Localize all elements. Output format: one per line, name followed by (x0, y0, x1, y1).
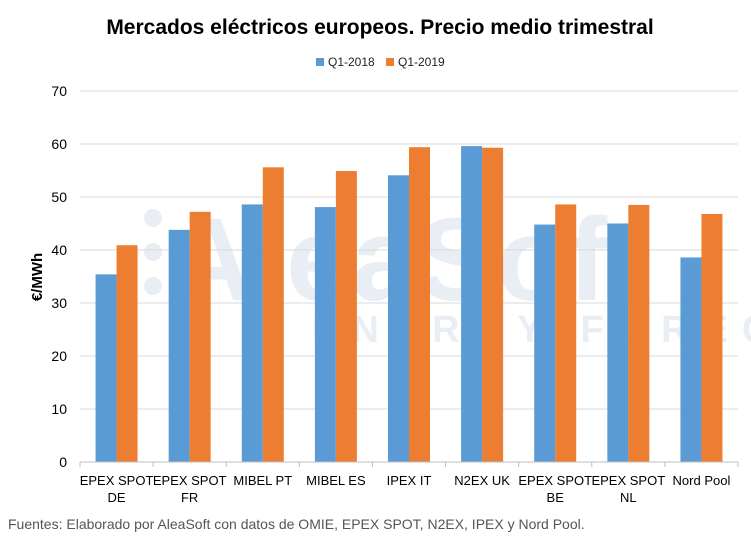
bar-q1-2018 (241, 204, 263, 463)
bar-q1-2019 (701, 213, 723, 462)
y-tick-label: 10 (51, 401, 67, 417)
category-label: MIBEL ES (306, 473, 366, 488)
bar-q1-2018 (607, 223, 629, 462)
chart: AleaSoft ENERGY FORECASTING Mercados elé… (29, 16, 751, 505)
category-label: EPEX SPOT (153, 473, 227, 488)
bar-q1-2018 (534, 224, 556, 462)
chart-title: Mercados eléctricos europeos. Precio med… (106, 16, 653, 39)
y-tick-label: 0 (59, 454, 67, 470)
category-label: DE (108, 490, 126, 505)
bar-q1-2018 (461, 146, 483, 462)
bar-q1-2018 (388, 175, 409, 462)
bar-q1-2019 (335, 171, 357, 462)
y-tick-label: 20 (51, 348, 67, 364)
category-label: Nord Pool (673, 473, 731, 488)
y-axis-label: €/MWh (29, 253, 46, 301)
bar-q1-2019 (189, 211, 211, 462)
watermark-subtext: ENERGY FORECASTING (312, 309, 751, 351)
bar-q1-2019 (409, 147, 430, 462)
source-note: Fuentes: Elaborado por AleaSoft con dato… (8, 516, 585, 532)
category-label: MIBEL PT (233, 473, 292, 488)
bar-q1-2018 (95, 274, 117, 462)
legend-swatch-q1-2018 (316, 58, 324, 66)
y-tick-label: 40 (51, 242, 67, 258)
category-label: EPEX SPOT (591, 473, 665, 488)
bar-q1-2018 (168, 229, 190, 462)
bar-q1-2019 (555, 204, 577, 463)
y-tick-label: 70 (51, 83, 67, 99)
y-tick-label: 60 (51, 136, 67, 152)
category-label: FR (181, 490, 198, 505)
category-label: N2EX UK (454, 473, 510, 488)
y-tick-label: 30 (51, 295, 67, 311)
bars (95, 146, 723, 463)
legend-label-q1-2018: Q1-2018 (328, 55, 375, 69)
bar-q1-2018 (314, 207, 336, 462)
legend-swatch-q1-2019 (386, 58, 394, 66)
bar-q1-2018 (680, 257, 702, 462)
category-label: BE (547, 490, 565, 505)
y-axis-ticks: 0 10 20 30 40 50 60 70 (51, 83, 67, 470)
aleasoft-watermark: AleaSoft ENERGY FORECASTING (144, 194, 751, 351)
legend-label-q1-2019: Q1-2019 (398, 55, 445, 69)
category-label: EPEX SPOT (518, 473, 592, 488)
category-label: NL (620, 490, 637, 505)
bar-q1-2019 (262, 167, 284, 462)
category-label: IPEX IT (387, 473, 432, 488)
legend: Q1-2018 Q1-2019 (316, 55, 445, 69)
x-axis-ticks (79, 462, 739, 467)
bar-q1-2019 (482, 147, 504, 462)
bar-q1-2019 (116, 245, 138, 462)
category-label: EPEX SPOT (80, 473, 154, 488)
y-tick-label: 50 (51, 189, 67, 205)
bar-q1-2019 (628, 204, 650, 462)
category-labels: EPEX SPOT DE EPEX SPOT FR MIBEL PT MIBEL ES IP… (80, 473, 731, 505)
